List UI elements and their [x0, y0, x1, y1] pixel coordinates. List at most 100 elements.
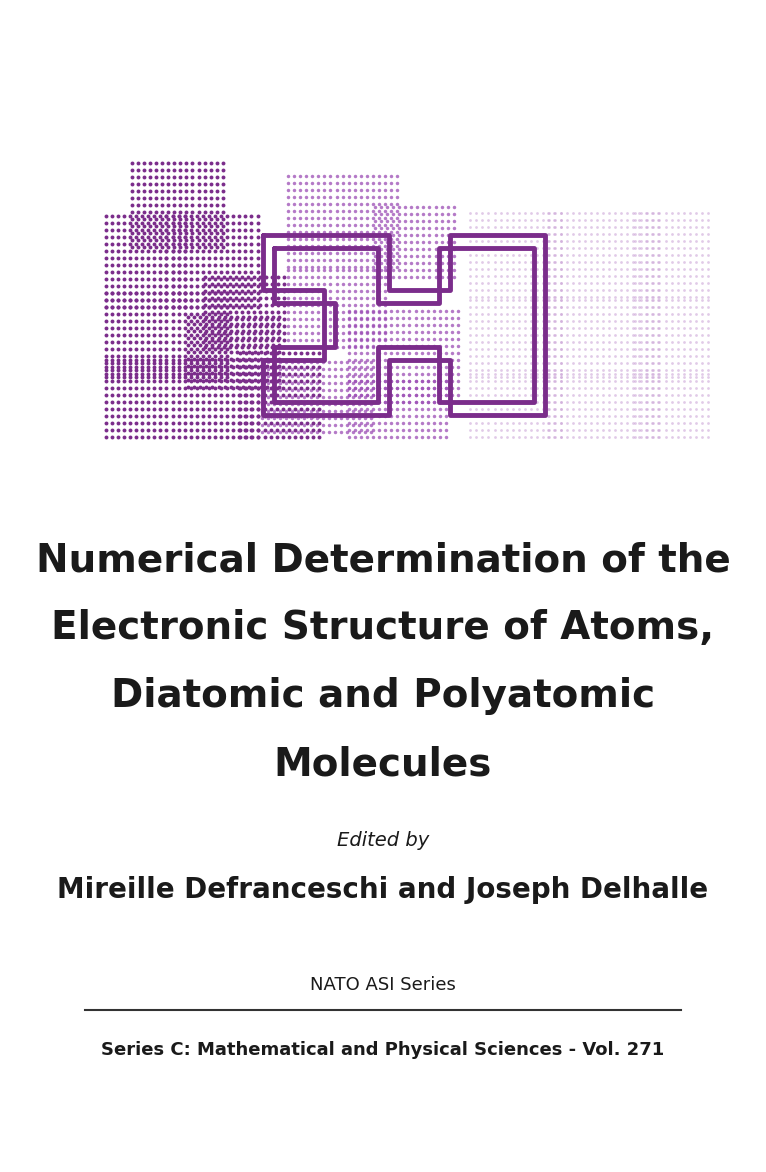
Point: [690, 339, 702, 357]
Point: [178, 386, 191, 404]
Point: [126, 168, 138, 186]
Point: [373, 288, 385, 307]
Point: [500, 427, 512, 445]
Point: [215, 255, 228, 274]
Point: [627, 266, 640, 285]
Point: [355, 281, 367, 300]
Point: [231, 307, 243, 326]
Point: [603, 311, 615, 329]
Point: [633, 400, 646, 418]
Point: [464, 332, 476, 350]
Point: [365, 394, 378, 413]
Point: [434, 350, 446, 369]
Point: [355, 343, 367, 362]
Point: [621, 231, 633, 250]
Point: [690, 259, 702, 278]
Point: [483, 413, 495, 431]
Point: [646, 364, 658, 383]
Point: [489, 364, 501, 383]
Point: [316, 359, 329, 377]
Point: [251, 357, 264, 376]
Point: [430, 218, 442, 237]
Point: [519, 427, 531, 445]
Point: [672, 332, 684, 350]
Point: [355, 331, 367, 349]
Point: [417, 253, 430, 272]
Point: [218, 335, 231, 354]
Point: [633, 360, 646, 379]
Point: [367, 420, 379, 438]
Point: [203, 304, 215, 322]
Point: [209, 407, 221, 425]
Point: [373, 329, 385, 348]
Point: [603, 318, 615, 336]
Point: [217, 175, 229, 193]
Point: [464, 266, 476, 285]
Point: [542, 372, 555, 390]
Point: [660, 298, 672, 316]
Point: [154, 386, 166, 404]
Point: [185, 386, 197, 404]
Point: [148, 318, 160, 336]
Point: [130, 241, 142, 260]
Point: [464, 325, 476, 343]
Point: [288, 243, 300, 261]
Point: [233, 227, 245, 246]
Point: [666, 224, 678, 243]
Point: [316, 366, 329, 384]
Point: [118, 379, 130, 397]
Point: [188, 321, 201, 340]
Point: [251, 206, 264, 225]
Point: [306, 260, 319, 279]
Point: [483, 217, 495, 236]
Point: [373, 216, 385, 234]
Point: [142, 291, 154, 309]
Point: [198, 202, 211, 220]
Point: [144, 223, 156, 241]
Point: [555, 231, 567, 250]
Point: [483, 298, 495, 316]
Point: [239, 350, 251, 369]
Point: [162, 154, 175, 172]
Point: [191, 350, 203, 369]
Point: [373, 223, 385, 241]
Point: [367, 229, 379, 247]
Point: [246, 413, 258, 431]
Point: [148, 400, 160, 418]
Point: [172, 372, 185, 390]
Point: [476, 298, 489, 316]
Point: [391, 393, 404, 411]
Point: [621, 252, 633, 271]
Point: [211, 154, 223, 172]
Point: [470, 339, 483, 357]
Point: [660, 400, 672, 418]
Point: [224, 295, 236, 314]
Point: [446, 350, 458, 369]
Point: [342, 166, 355, 185]
Point: [203, 291, 215, 309]
Point: [212, 314, 224, 333]
Point: [500, 407, 512, 425]
Point: [154, 407, 166, 425]
Point: [615, 259, 627, 278]
Point: [702, 386, 714, 404]
Point: [627, 346, 640, 364]
Point: [233, 407, 245, 425]
Point: [150, 161, 162, 179]
Point: [154, 298, 166, 316]
Point: [464, 318, 476, 336]
Point: [452, 322, 464, 341]
Point: [359, 408, 372, 427]
Point: [603, 266, 615, 285]
Point: [342, 243, 355, 261]
Point: [215, 364, 228, 383]
Point: [567, 420, 579, 438]
Point: [136, 298, 149, 316]
Point: [118, 255, 130, 274]
Point: [653, 280, 666, 299]
Point: [330, 250, 342, 268]
Point: [221, 346, 234, 364]
Point: [126, 202, 138, 220]
Point: [405, 197, 417, 216]
Point: [124, 227, 136, 246]
